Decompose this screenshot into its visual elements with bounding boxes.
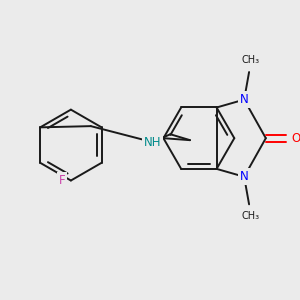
- Text: O: O: [292, 132, 300, 145]
- Text: CH₃: CH₃: [241, 55, 259, 65]
- Text: F: F: [59, 174, 65, 187]
- Text: N: N: [240, 170, 248, 183]
- Text: N: N: [240, 93, 248, 106]
- Text: NH: NH: [144, 136, 161, 148]
- Text: CH₃: CH₃: [241, 211, 259, 221]
